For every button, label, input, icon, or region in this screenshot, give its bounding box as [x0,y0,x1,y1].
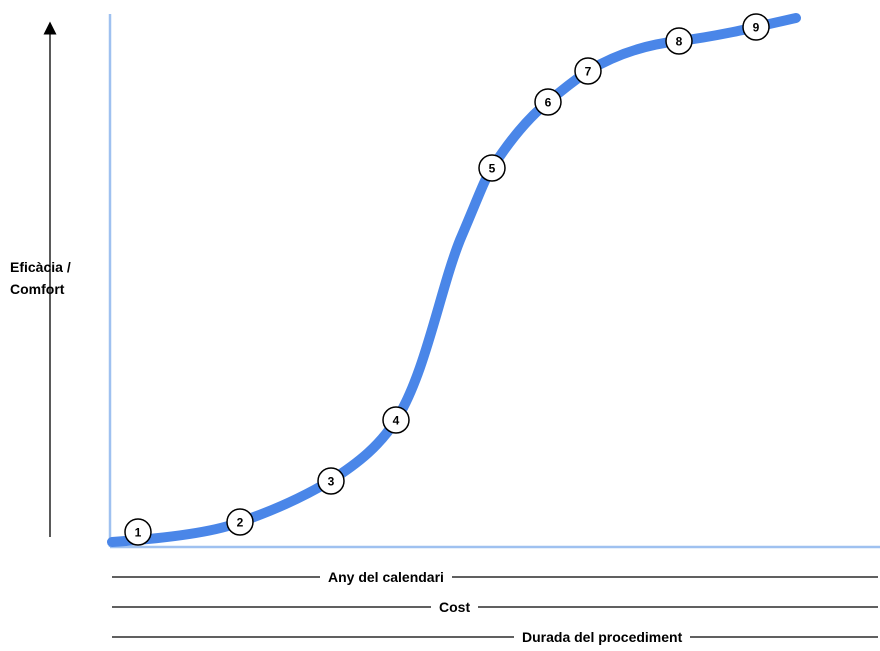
node-5: 5 [478,154,506,182]
svg-text:7: 7 [585,65,592,79]
svg-text:4: 4 [393,414,400,428]
svg-text:8: 8 [676,35,683,49]
svg-text:1: 1 [135,526,142,540]
svg-text:5: 5 [489,162,496,176]
node-1: 1 [124,518,152,546]
node-9: 9 [742,13,770,41]
y-axis-label-line2: Comfort [10,281,65,297]
node-3: 3 [317,467,345,495]
node-6: 6 [534,88,562,116]
svg-text:2: 2 [237,516,244,530]
svg-text:6: 6 [545,96,552,110]
x-axis-label-duration: Durada del procediment [514,626,691,648]
y-axis-label: Eficàcia / Comfort [10,256,71,300]
node-4: 4 [382,406,410,434]
node-2: 2 [226,508,254,536]
node-8: 8 [665,27,693,55]
svg-text:3: 3 [328,475,335,489]
s-curve [107,13,801,547]
node-7: 7 [574,57,602,85]
svg-text:9: 9 [753,21,760,35]
x-axis-label-calendar: Any del calendari [320,566,452,588]
x-axis-label-cost: Cost [431,596,479,618]
y-axis-label-line1: Eficàcia / [10,259,71,275]
